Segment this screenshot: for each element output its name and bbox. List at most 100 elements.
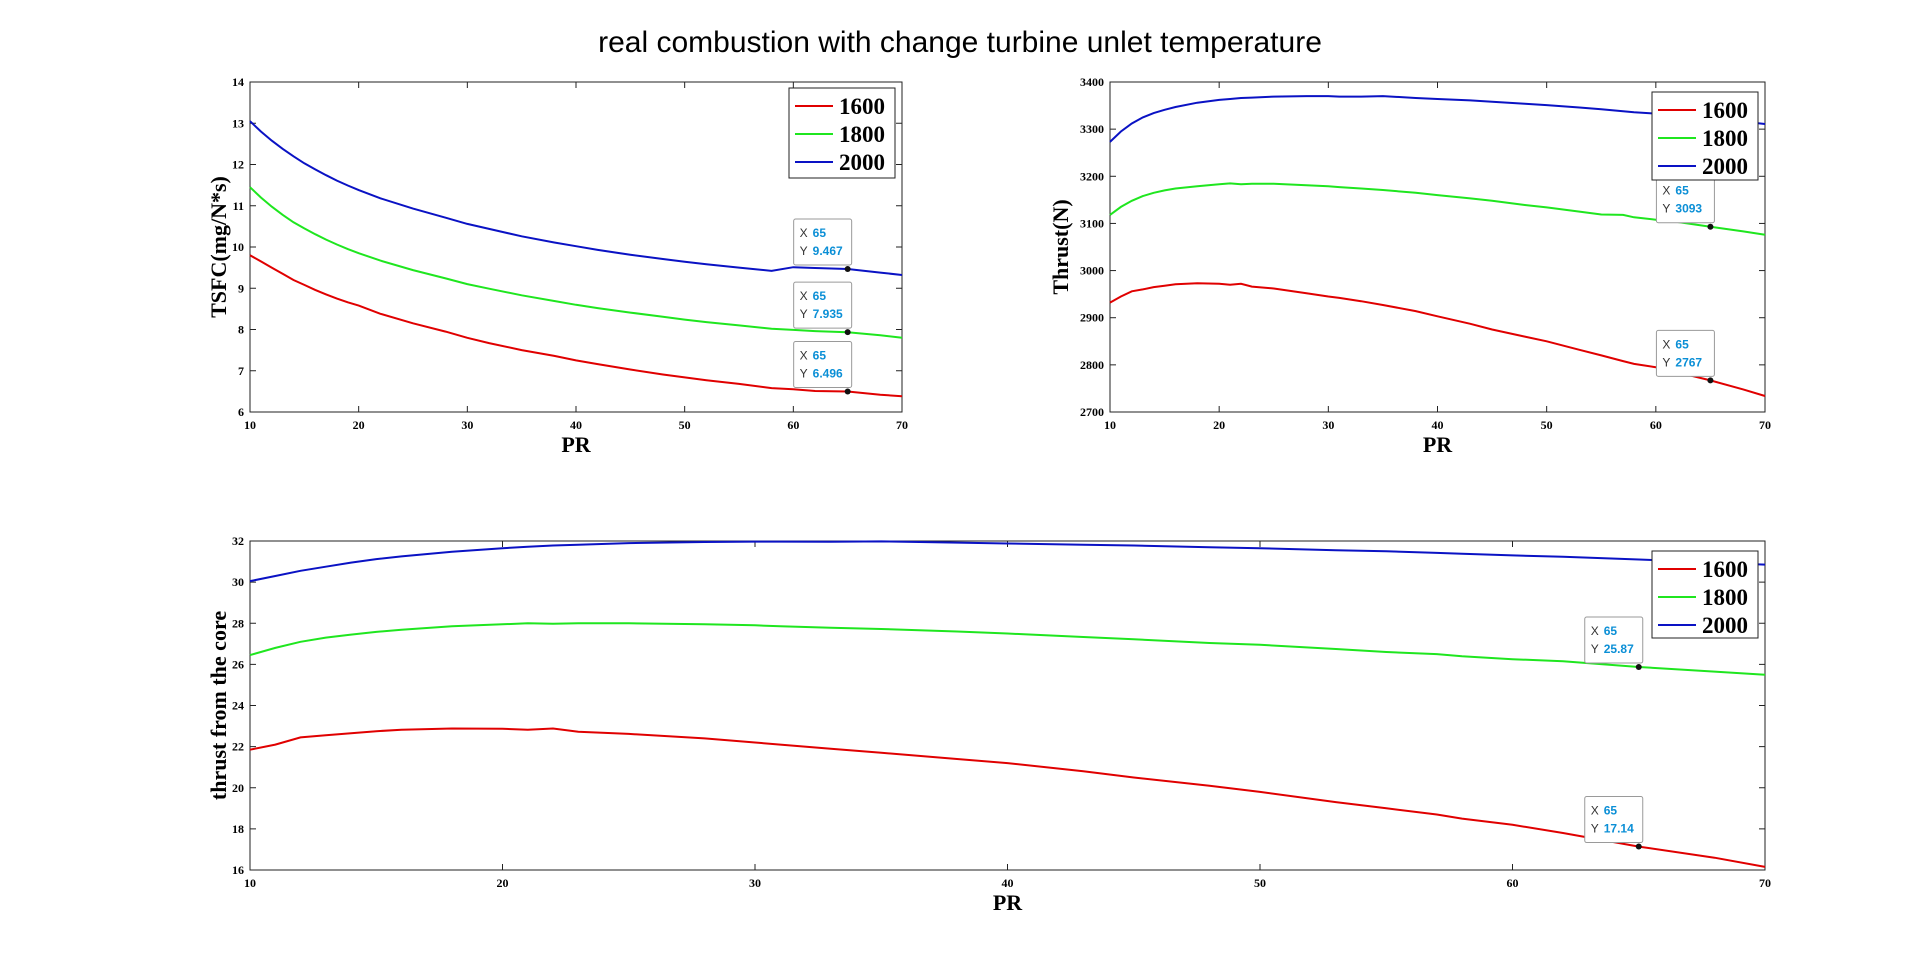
x-tick-label: 10 (244, 418, 256, 432)
datatip-x-label: X (1662, 184, 1670, 198)
x-tick-label: 50 (679, 418, 691, 432)
datatip-y-value: 25.87 (1604, 642, 1634, 656)
x-tick-label: 10 (1104, 418, 1116, 432)
legend-entry-1800: 1800 (839, 122, 885, 147)
series-line-1600 (249, 727, 1766, 868)
datatip-y-label: Y (1591, 822, 1599, 836)
y-tick-label: 6 (238, 405, 244, 419)
x-tick-label: 60 (1650, 418, 1662, 432)
datatip-x-value: 65 (813, 289, 827, 303)
datatip-y-value: 17.14 (1604, 822, 1634, 836)
x-tick-label: 50 (1541, 418, 1553, 432)
x-tick-label: 30 (749, 876, 761, 890)
datatip-x-value: 65 (1604, 804, 1618, 818)
series-line-2000 (249, 540, 1766, 583)
y-tick-label: 20 (232, 781, 244, 795)
x-tick-label: 70 (1759, 418, 1771, 432)
legend-entry-1600: 1600 (839, 94, 885, 119)
legend-entry-2000: 2000 (1702, 154, 1748, 179)
y-tick-label: 11 (233, 199, 244, 213)
series-line-1800 (249, 622, 1766, 676)
datatip-box (1584, 616, 1644, 664)
datatip-box (1655, 329, 1715, 377)
y-tick-label: 28 (232, 616, 244, 630)
x-tick-label: 40 (1432, 418, 1444, 432)
x-tick-label: 30 (461, 418, 473, 432)
y-tick-label: 13 (232, 116, 244, 130)
x-tick-label: 20 (353, 418, 365, 432)
y-tick-label: 2700 (1080, 405, 1104, 419)
y-tick-label: 14 (232, 75, 244, 89)
datatip-marker (1635, 843, 1642, 850)
datatip-x-label: X (800, 226, 808, 240)
datatip-x-label: X (1591, 624, 1599, 638)
plot-area-frame (249, 540, 1766, 871)
x-axis-label: PR (1423, 432, 1453, 457)
x-tick-label: 60 (1507, 876, 1519, 890)
x-tick-label: 70 (896, 418, 908, 432)
datatip-y-label: Y (800, 367, 808, 381)
datatip-y-value: 3093 (1675, 202, 1702, 216)
legend-entry-1800: 1800 (1702, 585, 1748, 610)
datatip-x-value: 65 (1675, 337, 1689, 351)
series-line-1600 (1109, 282, 1766, 397)
x-axis-label: PR (561, 432, 591, 457)
y-tick-label: 3000 (1080, 264, 1104, 278)
y-tick-label: 18 (232, 822, 244, 836)
datatip-x-label: X (1662, 337, 1670, 351)
datatip-box (793, 218, 853, 266)
y-tick-label: 26 (232, 657, 244, 671)
y-tick-label: 9 (238, 281, 244, 295)
y-tick-label: 32 (232, 534, 244, 548)
y-tick-label: 3400 (1080, 75, 1104, 89)
series-line-1800 (1109, 182, 1766, 236)
y-tick-label: 16 (232, 863, 244, 877)
x-tick-label: 40 (1002, 876, 1014, 890)
series-line-1800 (249, 186, 903, 339)
x-tick-label: 70 (1759, 876, 1771, 890)
y-tick-label: 22 (232, 740, 244, 754)
y-tick-label: 2900 (1080, 311, 1104, 325)
y-tick-label: 3300 (1080, 122, 1104, 136)
legend-entry-1600: 1600 (1702, 98, 1748, 123)
x-tick-label: 60 (787, 418, 799, 432)
y-tick-label: 3200 (1080, 169, 1104, 183)
x-tick-label: 20 (497, 876, 509, 890)
y-tick-label: 8 (238, 323, 244, 337)
datatip-x-label: X (800, 289, 808, 303)
datatip-x-value: 65 (1604, 624, 1618, 638)
datatip-box (793, 341, 853, 389)
datatip-marker (844, 265, 851, 272)
datatip-y-value: 2767 (1675, 355, 1702, 369)
datatip-x-value: 65 (813, 226, 827, 240)
y-tick-label: 2800 (1080, 358, 1104, 372)
y-axis-label: Thrust(N) (1048, 199, 1073, 294)
datatip-y-label: Y (800, 307, 808, 321)
datatip-y-value: 7.935 (813, 307, 843, 321)
y-axis-label: thrust from the core (206, 611, 231, 800)
x-tick-label: 10 (244, 876, 256, 890)
x-axis-label: PR (993, 890, 1023, 915)
datatip-box (793, 281, 853, 329)
datatip-y-label: Y (800, 244, 808, 258)
datatip-box (1584, 796, 1644, 844)
x-tick-label: 50 (1254, 876, 1266, 890)
y-tick-label: 12 (232, 158, 244, 172)
datatip-y-label: Y (1591, 642, 1599, 656)
datatip-marker (844, 329, 851, 336)
y-tick-label: 24 (232, 699, 244, 713)
datatip-x-value: 65 (1675, 184, 1689, 198)
figure-title: real combustion with change turbine unle… (598, 26, 1322, 59)
series-line-2000 (1109, 95, 1766, 143)
series-line-2000 (249, 120, 903, 276)
x-tick-label: 30 (1322, 418, 1334, 432)
datatip-marker (844, 388, 851, 395)
datatip-y-value: 9.467 (813, 244, 843, 258)
legend-entry-1600: 1600 (1702, 557, 1748, 582)
datatip-marker (1707, 223, 1714, 230)
datatip-x-label: X (1591, 804, 1599, 818)
datatip-y-label: Y (1662, 202, 1670, 216)
legend-entry-2000: 2000 (1702, 613, 1748, 638)
y-tick-label: 10 (232, 240, 244, 254)
